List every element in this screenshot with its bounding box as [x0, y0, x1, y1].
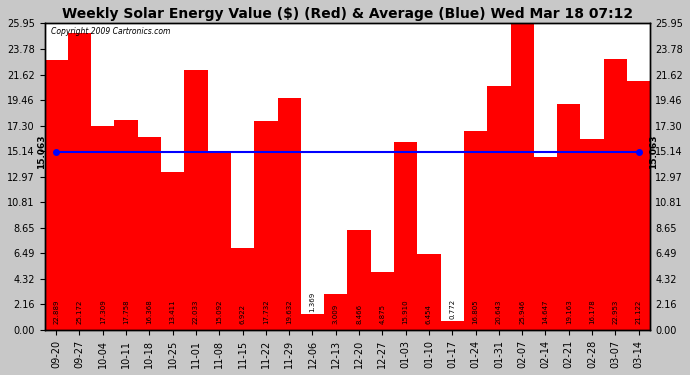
Text: 19.632: 19.632 — [286, 299, 292, 324]
Bar — [324, 294, 348, 330]
Text: 15.092: 15.092 — [216, 300, 222, 324]
Bar — [627, 81, 650, 330]
Text: 22.953: 22.953 — [612, 300, 618, 324]
Bar — [557, 104, 580, 330]
Bar — [580, 139, 604, 330]
Bar — [394, 142, 417, 330]
Bar — [231, 248, 254, 330]
Bar — [254, 120, 277, 330]
Bar — [184, 70, 208, 330]
Text: 17.309: 17.309 — [100, 299, 106, 324]
Text: Copyright 2009 Cartronics.com: Copyright 2009 Cartronics.com — [50, 27, 170, 36]
Bar — [161, 172, 184, 330]
Text: 15.063: 15.063 — [37, 135, 46, 170]
Text: 16.178: 16.178 — [589, 299, 595, 324]
Text: 15.910: 15.910 — [403, 299, 408, 324]
Text: 25.946: 25.946 — [519, 300, 525, 324]
Text: 20.643: 20.643 — [496, 300, 502, 324]
Bar — [348, 230, 371, 330]
Text: 21.122: 21.122 — [635, 300, 642, 324]
Text: 14.647: 14.647 — [542, 300, 549, 324]
Text: 4.875: 4.875 — [380, 304, 386, 324]
Text: 13.411: 13.411 — [170, 299, 176, 324]
Text: 16.368: 16.368 — [146, 299, 152, 324]
Bar — [487, 86, 511, 330]
Bar — [371, 272, 394, 330]
Bar — [208, 152, 231, 330]
Bar — [115, 120, 138, 330]
Text: 0.772: 0.772 — [449, 299, 455, 319]
Text: 22.889: 22.889 — [53, 300, 59, 324]
Text: 6.454: 6.454 — [426, 304, 432, 324]
Bar — [91, 126, 115, 330]
Bar — [511, 24, 534, 330]
Text: 16.805: 16.805 — [473, 299, 479, 324]
Bar — [301, 314, 324, 330]
Bar — [68, 33, 91, 330]
Bar — [417, 254, 441, 330]
Bar — [604, 59, 627, 330]
Text: 1.369: 1.369 — [310, 292, 315, 312]
Text: 22.033: 22.033 — [193, 300, 199, 324]
Bar — [138, 136, 161, 330]
Text: 3.009: 3.009 — [333, 304, 339, 324]
Bar — [464, 132, 487, 330]
Text: 25.172: 25.172 — [77, 300, 83, 324]
Title: Weekly Solar Energy Value ($) (Red) & Average (Blue) Wed Mar 18 07:12: Weekly Solar Energy Value ($) (Red) & Av… — [62, 7, 633, 21]
Text: 15.063: 15.063 — [649, 135, 658, 170]
Text: 17.758: 17.758 — [123, 299, 129, 324]
Bar — [441, 321, 464, 330]
Text: 17.732: 17.732 — [263, 299, 269, 324]
Text: 19.163: 19.163 — [566, 299, 572, 324]
Bar — [534, 157, 557, 330]
Text: 8.466: 8.466 — [356, 304, 362, 324]
Bar — [45, 60, 68, 330]
Bar — [277, 98, 301, 330]
Text: 6.922: 6.922 — [239, 304, 246, 324]
